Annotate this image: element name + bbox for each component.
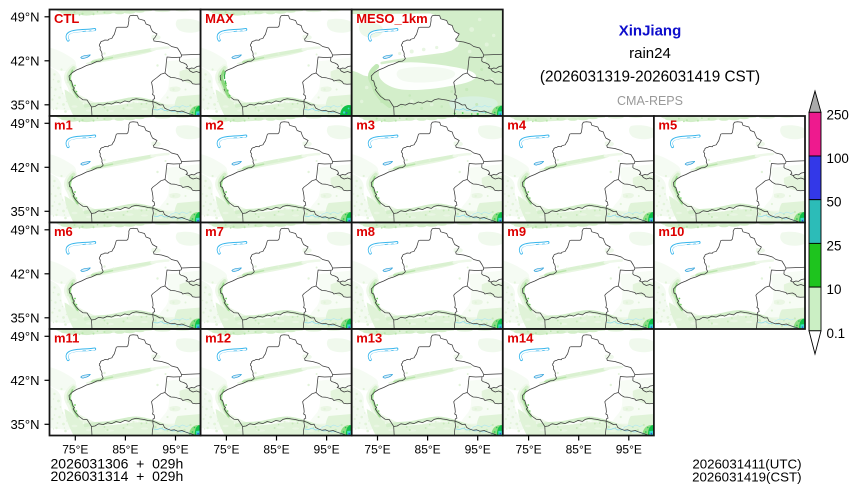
svg-text:75°E: 75°E (213, 443, 239, 457)
svg-text:m9: m9 (507, 224, 526, 239)
svg-text:m7: m7 (205, 224, 224, 239)
svg-text:MAX: MAX (205, 11, 234, 26)
svg-text:m5: m5 (658, 117, 677, 132)
svg-text:95°E: 95°E (616, 443, 642, 457)
svg-text:49°N: 49°N (10, 9, 39, 24)
svg-text:m6: m6 (54, 224, 73, 239)
svg-text:m2: m2 (205, 117, 224, 132)
svg-text:2026031306 + 029h: 2026031306 + 029h (51, 456, 184, 472)
svg-text:35°N: 35°N (10, 97, 39, 112)
svg-text:49°N: 49°N (10, 329, 39, 344)
svg-text:250: 250 (827, 107, 849, 122)
svg-text:85°E: 85°E (566, 443, 592, 457)
svg-text:MESO_1km: MESO_1km (356, 11, 428, 26)
svg-text:95°E: 95°E (314, 443, 340, 457)
svg-text:0.1: 0.1 (827, 326, 846, 341)
svg-text:m3: m3 (356, 117, 375, 132)
svg-text:35°N: 35°N (10, 310, 39, 325)
svg-text:50: 50 (827, 195, 842, 210)
svg-text:42°N: 42°N (10, 373, 39, 388)
svg-text:m4: m4 (507, 117, 527, 132)
svg-text:CMA-REPS: CMA-REPS (617, 94, 683, 108)
svg-text:CTL: CTL (54, 11, 79, 26)
svg-text:m11: m11 (54, 330, 79, 345)
svg-text:85°E: 85°E (112, 443, 138, 457)
svg-text:m1: m1 (54, 117, 73, 132)
svg-text:m10: m10 (658, 224, 684, 239)
svg-text:85°E: 85°E (263, 443, 289, 457)
svg-text:75°E: 75°E (516, 443, 542, 457)
svg-text:rain24: rain24 (629, 45, 671, 62)
svg-text:42°N: 42°N (10, 160, 39, 175)
svg-text:35°N: 35°N (10, 204, 39, 219)
svg-text:m8: m8 (356, 224, 375, 239)
svg-text:m12: m12 (205, 330, 231, 345)
svg-text:95°E: 95°E (162, 443, 188, 457)
svg-text:42°N: 42°N (10, 266, 39, 281)
svg-text:2026031314 + 029h: 2026031314 + 029h (51, 468, 184, 484)
svg-text:m13: m13 (356, 330, 382, 345)
svg-text:m14: m14 (507, 330, 534, 345)
svg-text:XinJiang: XinJiang (619, 23, 682, 40)
svg-text:25: 25 (827, 238, 842, 253)
svg-text:2026031411(UTC): 2026031411(UTC) (692, 456, 801, 471)
svg-text:75°E: 75°E (364, 443, 390, 457)
svg-text:75°E: 75°E (62, 443, 88, 457)
svg-text:(2026031319-2026031419 CST): (2026031319-2026031419 CST) (540, 69, 760, 86)
svg-text:10: 10 (827, 282, 842, 297)
svg-text:49°N: 49°N (10, 222, 39, 237)
svg-text:100: 100 (827, 151, 849, 166)
svg-text:95°E: 95°E (465, 443, 491, 457)
svg-text:85°E: 85°E (415, 443, 441, 457)
svg-text:2026031419(CST): 2026031419(CST) (692, 470, 801, 485)
svg-text:49°N: 49°N (10, 116, 39, 131)
svg-text:35°N: 35°N (10, 417, 39, 432)
svg-text:42°N: 42°N (10, 53, 39, 68)
